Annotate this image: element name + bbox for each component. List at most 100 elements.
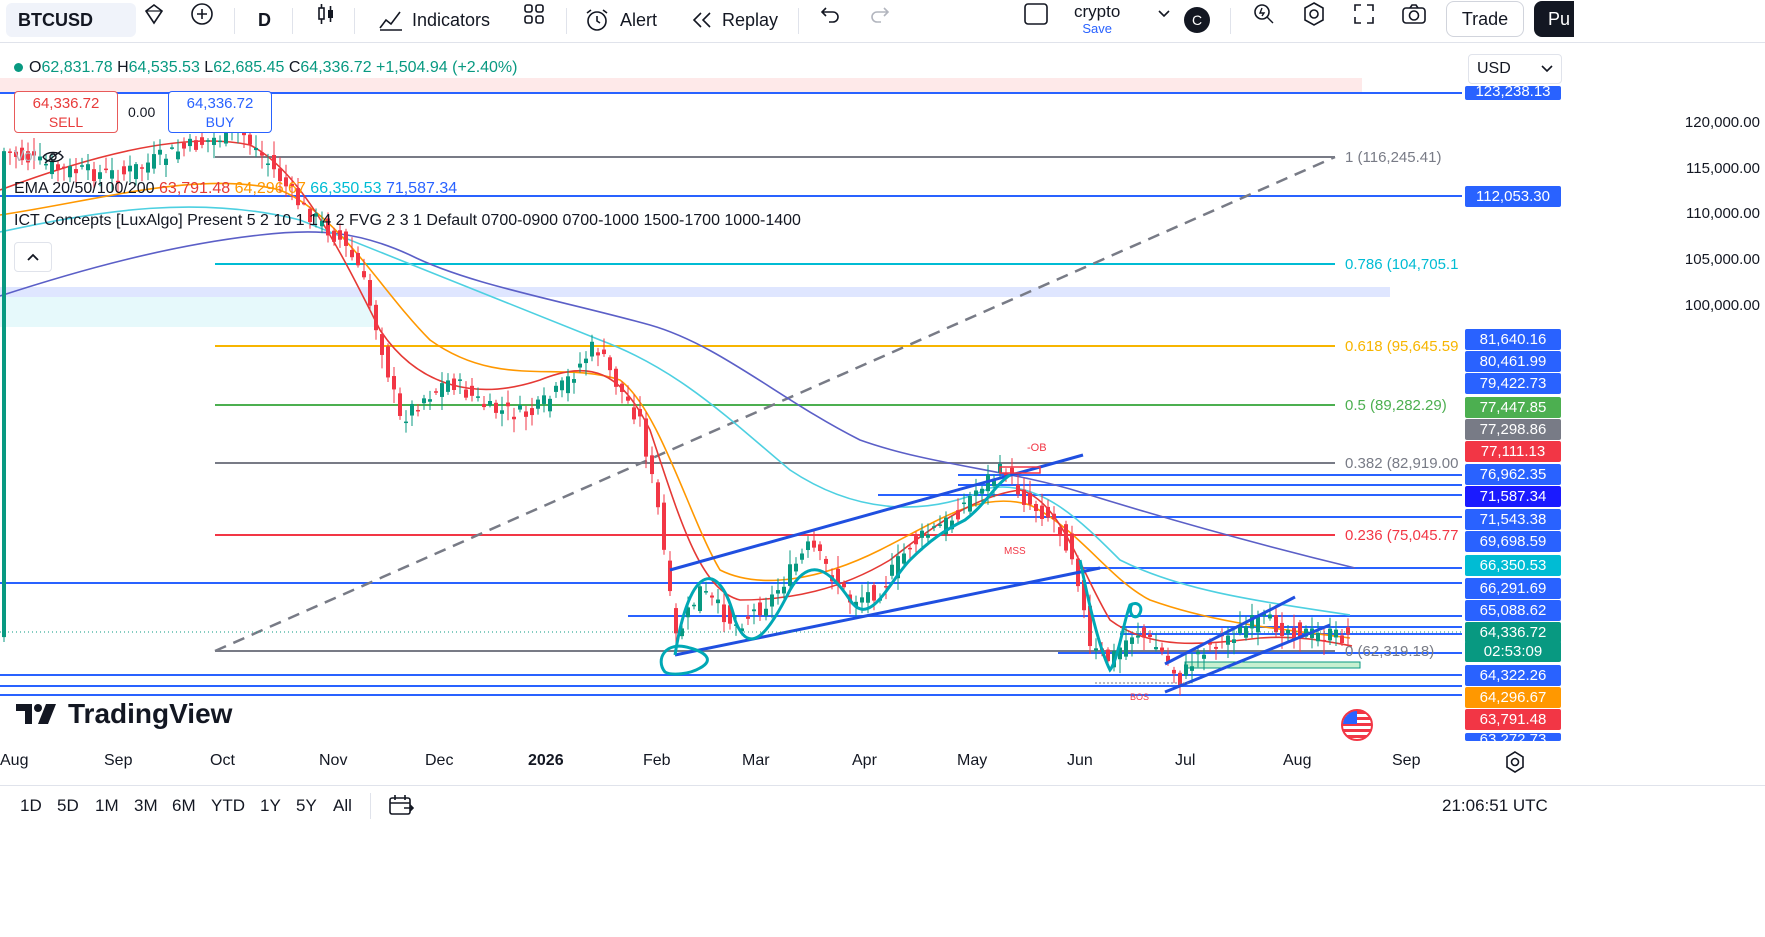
settings-icon[interactable] — [1300, 0, 1328, 28]
templates-icon[interactable] — [520, 0, 548, 28]
candle — [248, 134, 252, 145]
candle — [464, 389, 468, 398]
date-range-icon[interactable] — [388, 793, 415, 822]
candle — [338, 230, 342, 240]
range-button-all[interactable]: All — [333, 796, 352, 815]
level-lines — [0, 92, 1462, 696]
chevron-down-icon — [1541, 65, 1553, 73]
candle — [68, 166, 72, 178]
range-button-6m[interactable]: 6M — [172, 796, 196, 815]
price-tag: 112,053.30 — [1465, 186, 1561, 207]
candle — [428, 399, 432, 402]
range-button-5d[interactable]: 5D — [57, 796, 79, 815]
candle — [746, 616, 750, 619]
candle — [524, 411, 528, 417]
candle — [1232, 639, 1236, 644]
collapse-legend-button[interactable] — [14, 242, 52, 272]
candle — [1184, 664, 1188, 676]
candle — [776, 590, 780, 594]
tradingview-mark-icon — [16, 704, 56, 724]
range-button-1m[interactable]: 1M — [95, 796, 119, 815]
utc-clock[interactable]: 21:06:51 UTC — [1442, 796, 1548, 815]
candle — [554, 385, 558, 392]
tradingview-wordmark: TradingView — [68, 698, 233, 729]
candle — [686, 607, 690, 618]
candle — [218, 140, 222, 143]
candle — [716, 599, 720, 604]
candle — [278, 168, 282, 182]
candle — [38, 156, 42, 161]
price-tag: 71,587.34 — [1465, 486, 1561, 507]
chevron-down-icon[interactable] — [1150, 0, 1178, 28]
replay-icon — [692, 12, 711, 28]
eye-hidden-icon[interactable] — [41, 149, 65, 165]
redo-icon[interactable] — [866, 0, 894, 28]
tradingview-logo[interactable]: TradingView — [16, 698, 232, 730]
candle — [482, 403, 486, 408]
ict-legend[interactable]: ICT Concepts [LuxAlgo] Present 5 2 10 1 … — [14, 212, 801, 229]
candle — [518, 405, 522, 410]
candle — [584, 358, 588, 364]
time-label: Feb — [643, 752, 671, 769]
volume-legend[interactable]: Vol — [14, 148, 65, 166]
axis-settings-icon[interactable] — [1502, 749, 1528, 780]
symbol-search[interactable]: BTCUSD — [6, 3, 136, 37]
replay-button[interactable]: Replay — [690, 0, 778, 40]
candle — [548, 398, 552, 412]
buy-button[interactable]: 64,336.72 BUY — [168, 91, 272, 133]
candle — [206, 140, 210, 142]
range-button-5y[interactable]: 5Y — [296, 796, 317, 815]
candle — [314, 213, 318, 217]
candle — [1172, 669, 1176, 674]
publish-button[interactable]: Pu — [1534, 1, 1574, 37]
currency-select[interactable]: USD — [1468, 54, 1562, 84]
trade-button[interactable]: Trade — [1446, 1, 1524, 37]
candle — [494, 402, 498, 413]
candle — [50, 161, 54, 175]
candle — [1052, 513, 1056, 520]
layout-select-icon[interactable] — [1022, 0, 1050, 28]
open-label: O — [29, 59, 42, 76]
range-button-ytd[interactable]: YTD — [211, 796, 245, 815]
undo-icon[interactable] — [816, 0, 844, 28]
bos-label: BOS — [1130, 692, 1150, 702]
fullscreen-icon[interactable] — [1350, 0, 1378, 28]
price-tag: 63,791.48 — [1465, 709, 1561, 730]
sell-button[interactable]: 64,336.72 SELL — [14, 91, 118, 133]
quick-search-icon[interactable] — [1250, 0, 1278, 28]
candle — [332, 230, 336, 242]
candle — [1208, 643, 1212, 645]
alert-button[interactable]: Alert — [584, 0, 657, 40]
candle — [1118, 647, 1122, 660]
candle — [296, 188, 300, 206]
candle — [272, 155, 276, 170]
candle — [542, 395, 546, 404]
us-flag-icon[interactable] — [1341, 709, 1373, 741]
candle — [698, 586, 702, 611]
ema-legend[interactable]: EMA 20/50/100/200 63,791.48 64,296.67 66… — [14, 180, 457, 198]
candles-icon[interactable] — [312, 0, 340, 28]
indicators-button[interactable]: Indicators — [378, 0, 490, 40]
compare-icon[interactable] — [140, 0, 168, 28]
price-chart[interactable] — [0, 43, 1765, 843]
candle — [590, 341, 594, 357]
camera-icon[interactable] — [1400, 0, 1428, 28]
replay-label: Replay — [722, 9, 779, 30]
avatar[interactable]: C — [1184, 0, 1210, 40]
candle — [434, 391, 438, 393]
candle — [392, 376, 396, 390]
range-button-3m[interactable]: 3M — [134, 796, 158, 815]
layout-save-label: Save — [1082, 21, 1112, 36]
candle — [914, 536, 918, 545]
range-button-1d[interactable]: 1D — [20, 796, 42, 815]
candle — [386, 346, 390, 378]
candle — [1250, 615, 1254, 629]
interval-button[interactable]: D — [258, 9, 271, 30]
layout-name[interactable]: crypto Save — [1074, 0, 1120, 40]
candle — [146, 162, 150, 173]
range-button-1y[interactable]: 1Y — [260, 796, 281, 815]
candle — [104, 168, 108, 171]
add-symbol-icon[interactable] — [188, 0, 216, 28]
fvg-zone — [0, 297, 374, 327]
candle — [674, 608, 678, 634]
